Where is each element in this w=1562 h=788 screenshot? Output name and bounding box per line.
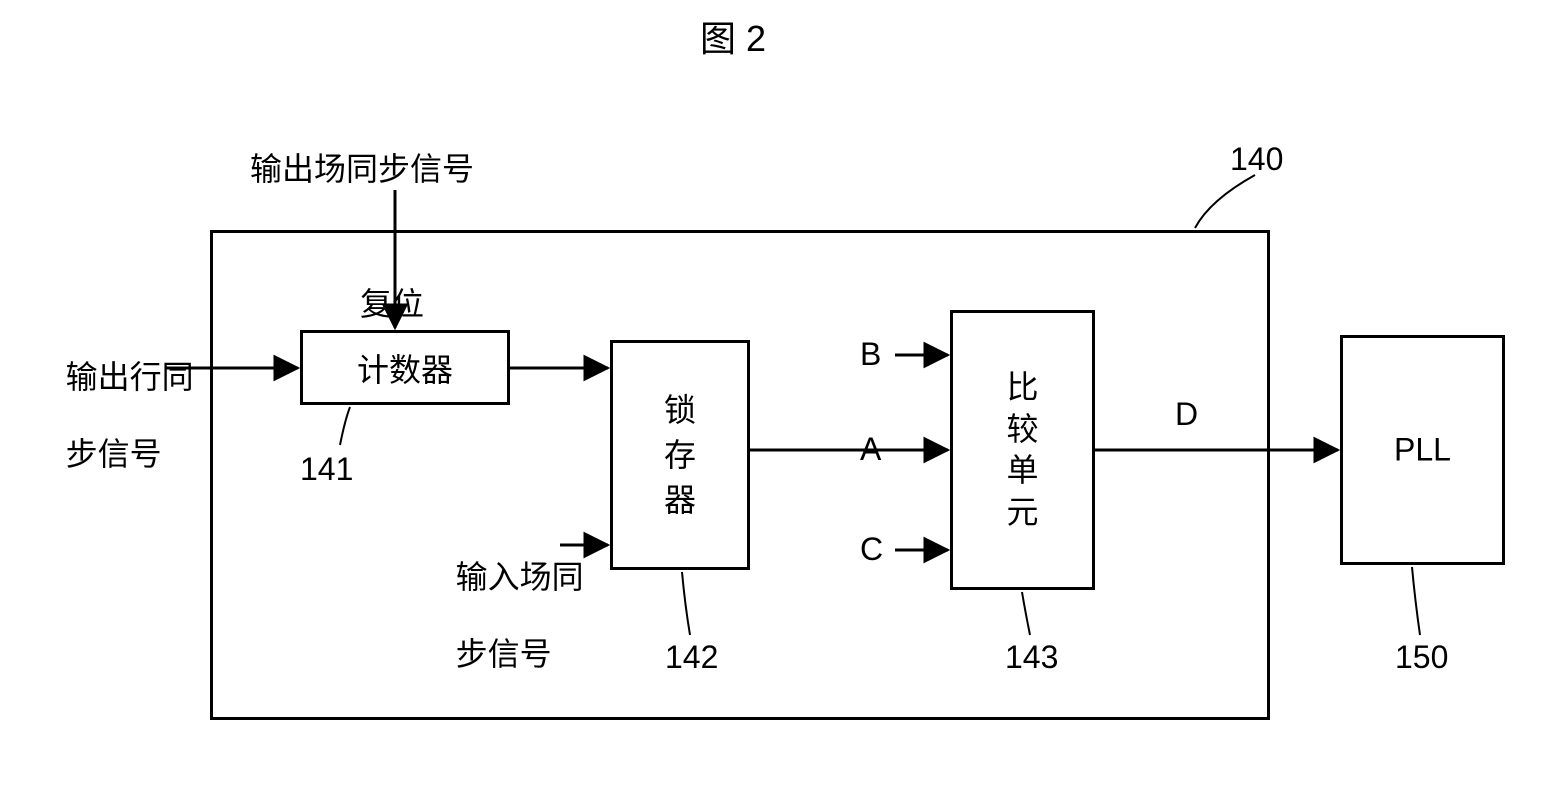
latch-block: 锁 存 器 bbox=[610, 340, 750, 570]
ref-142: 142 bbox=[665, 638, 718, 676]
ref-150: 150 bbox=[1395, 638, 1448, 676]
compare-label: 比 较 单 元 bbox=[1006, 367, 1038, 533]
signal-d: D bbox=[1175, 395, 1198, 433]
figure-title: 图 2 bbox=[700, 10, 766, 62]
signal-b: B bbox=[860, 335, 881, 373]
signal-a: A bbox=[860, 430, 881, 468]
counter-block: 计数器 bbox=[300, 330, 510, 405]
ref-140: 140 bbox=[1230, 140, 1283, 178]
compare-block: 比 较 单 元 bbox=[950, 310, 1095, 590]
pll-block: PLL bbox=[1340, 335, 1505, 565]
hsync-out-label: 输出行同 步信号 bbox=[30, 320, 194, 512]
counter-label: 计数器 bbox=[357, 345, 453, 391]
pll-label: PLL bbox=[1394, 432, 1451, 469]
latch-label: 锁 存 器 bbox=[664, 388, 696, 522]
ref-143: 143 bbox=[1005, 638, 1058, 676]
vsync-in-label: 输入场同 步信号 bbox=[420, 520, 584, 712]
diagram-canvas: 图 2 计数器 锁 存 器 比 较 单 元 PLL 输出场同步信号 复位 输出行… bbox=[0, 0, 1562, 788]
ref-141: 141 bbox=[300, 450, 353, 488]
signal-c: C bbox=[860, 530, 883, 568]
vsync-out-label: 输出场同步信号 bbox=[250, 150, 474, 188]
reset-label: 复位 bbox=[360, 285, 424, 323]
